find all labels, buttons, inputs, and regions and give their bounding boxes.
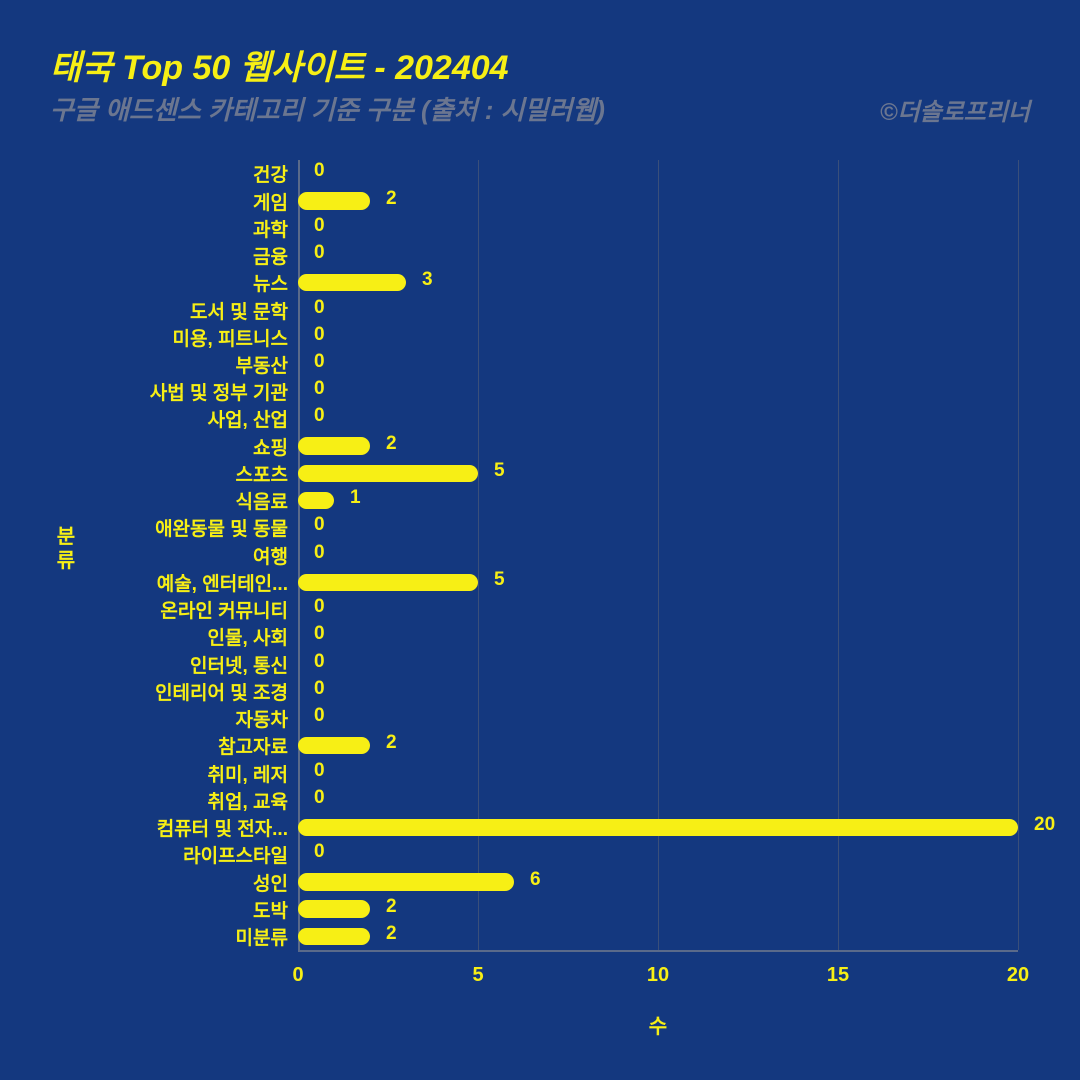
value-label: 0 [314, 787, 325, 809]
bar [298, 192, 370, 209]
chart-credit: ©더솔로프리너 [880, 92, 1030, 127]
bar [298, 574, 478, 591]
category-label: 성인 [108, 869, 288, 896]
value-label: 0 [314, 242, 325, 264]
value-label: 6 [530, 869, 541, 891]
category-label: 인테리어 및 조경 [108, 678, 288, 705]
category-label: 라이프스타일 [108, 841, 288, 868]
category-label: 컴퓨터 및 전자... [108, 814, 288, 841]
category-label: 식음료 [108, 487, 288, 514]
category-label: 여행 [108, 542, 288, 569]
value-label: 0 [314, 678, 325, 700]
value-label: 0 [314, 297, 325, 319]
x-tick-label: 5 [472, 964, 483, 987]
bar [298, 819, 1018, 836]
y-axis-label: 분류 [55, 525, 77, 573]
chart-title: 태국 Top 50 웹사이트 - 202404 [50, 40, 509, 89]
bar [298, 492, 334, 509]
category-label: 미분류 [108, 923, 288, 950]
category-label: 건강 [108, 160, 288, 187]
value-label: 2 [386, 188, 397, 210]
value-label: 20 [1034, 814, 1055, 836]
category-label: 도박 [108, 896, 288, 923]
x-axis-line [298, 950, 1018, 952]
category-label: 온라인 커뮤니티 [108, 596, 288, 623]
value-label: 0 [314, 542, 325, 564]
value-label: 2 [386, 433, 397, 455]
category-label: 과학 [108, 215, 288, 242]
category-label: 쇼핑 [108, 433, 288, 460]
value-label: 1 [350, 487, 361, 509]
value-label: 0 [314, 215, 325, 237]
category-label: 뉴스 [108, 269, 288, 296]
category-label: 게임 [108, 188, 288, 215]
gridline [1018, 160, 1019, 950]
x-axis-label: 수 [649, 1010, 667, 1039]
value-label: 0 [314, 651, 325, 673]
bar [298, 873, 514, 890]
category-label: 미용, 피트니스 [108, 324, 288, 351]
category-label: 사법 및 정부 기관 [108, 378, 288, 405]
bar [298, 900, 370, 917]
value-label: 0 [314, 351, 325, 373]
category-label: 인물, 사회 [108, 623, 288, 650]
plot-area: 020030000025100500000200200622 [298, 160, 1018, 950]
bar [298, 465, 478, 482]
category-label: 예술, 엔터테인... [108, 569, 288, 596]
value-label: 2 [386, 923, 397, 945]
value-label: 0 [314, 405, 325, 427]
category-label: 도서 및 문학 [108, 297, 288, 324]
value-label: 0 [314, 705, 325, 727]
category-label: 취업, 교육 [108, 787, 288, 814]
x-tick-label: 20 [1007, 964, 1029, 987]
value-label: 0 [314, 596, 325, 618]
chart-container: 태국 Top 50 웹사이트 - 202404 구글 애드센스 카테고리 기준 … [0, 0, 1080, 1080]
category-label: 부동산 [108, 351, 288, 378]
value-label: 5 [494, 569, 505, 591]
category-label: 인터넷, 통신 [108, 651, 288, 678]
chart-subtitle: 구글 애드센스 카테고리 기준 구분 (출처 : 시밀러웹) [50, 90, 605, 127]
value-label: 0 [314, 378, 325, 400]
bar [298, 737, 370, 754]
category-label: 금융 [108, 242, 288, 269]
value-label: 2 [386, 732, 397, 754]
value-label: 0 [314, 324, 325, 346]
value-label: 0 [314, 623, 325, 645]
category-label: 사업, 산업 [108, 405, 288, 432]
category-label: 자동차 [108, 705, 288, 732]
bar [298, 928, 370, 945]
bar [298, 274, 406, 291]
value-label: 5 [494, 460, 505, 482]
value-label: 0 [314, 514, 325, 536]
x-tick-label: 15 [827, 964, 849, 987]
bar [298, 437, 370, 454]
category-label: 애완동물 및 동물 [108, 514, 288, 541]
value-label: 3 [422, 269, 433, 291]
x-tick-label: 10 [647, 964, 669, 987]
value-label: 0 [314, 160, 325, 182]
x-tick-label: 0 [292, 964, 303, 987]
category-label: 참고자료 [108, 732, 288, 759]
value-label: 2 [386, 896, 397, 918]
category-label: 스포츠 [108, 460, 288, 487]
value-label: 0 [314, 760, 325, 782]
category-label: 취미, 레저 [108, 760, 288, 787]
value-label: 0 [314, 841, 325, 863]
